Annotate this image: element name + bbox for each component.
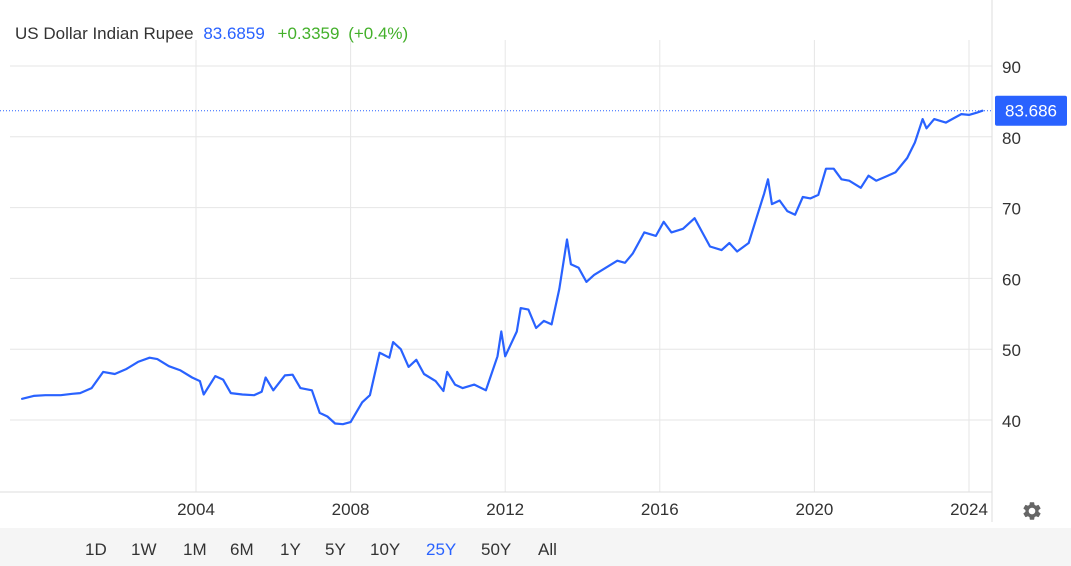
range-button-1y[interactable]: 1Y	[280, 540, 301, 559]
range-button-25y[interactable]: 25Y	[426, 540, 457, 559]
price-change: +0.3359	[277, 24, 340, 43]
x-tick-label: 2016	[641, 500, 679, 519]
y-tick-label: 70	[1002, 200, 1021, 219]
time-range-bar: 1D 1W 1M 6M 1Y 5Y 10Y 25Y 50Y All	[0, 528, 1071, 566]
y-tick-label: 90	[1002, 58, 1021, 77]
last-value-label: 83.686	[1005, 102, 1057, 121]
instrument-name: US Dollar Indian Rupee	[15, 24, 194, 43]
x-tick-label: 2024	[950, 500, 988, 519]
last-value-badge	[995, 95, 1067, 126]
series-line[interactable]	[21, 109, 984, 426]
range-button-5y[interactable]: 5Y	[325, 540, 346, 559]
x-tick-label: 2012	[486, 500, 524, 519]
y-tick-label: 40	[1002, 412, 1021, 431]
y-tick-label: 50	[1002, 341, 1021, 360]
range-button-6m[interactable]: 6M	[230, 540, 254, 559]
y-tick-label: 80	[1002, 129, 1021, 148]
y-tick-label: 60	[1002, 270, 1021, 289]
line-chart[interactable]: 40 50 60 70 80 90 2004 2008 2012 2016 2020 2024 83.6…	[0, 0, 1071, 530]
range-button-50y[interactable]: 50Y	[481, 540, 512, 559]
price-change-percent: (+0.4%)	[348, 24, 409, 43]
range-button-1w[interactable]: 1W	[131, 540, 157, 559]
range-button-all[interactable]: All	[538, 540, 557, 559]
x-tick-label: 2004	[177, 500, 215, 519]
gear-icon[interactable]	[1021, 500, 1043, 522]
range-button-10y[interactable]: 10Y	[370, 540, 401, 559]
range-button-1d[interactable]: 1D	[85, 540, 107, 559]
chart-header: US Dollar Indian Rupee 83.6859 +0.3359 (…	[15, 24, 408, 44]
last-price: 83.6859	[203, 24, 265, 43]
x-tick-label: 2008	[332, 500, 370, 519]
x-tick-label: 2020	[795, 500, 833, 519]
range-button-1m[interactable]: 1M	[183, 540, 207, 559]
